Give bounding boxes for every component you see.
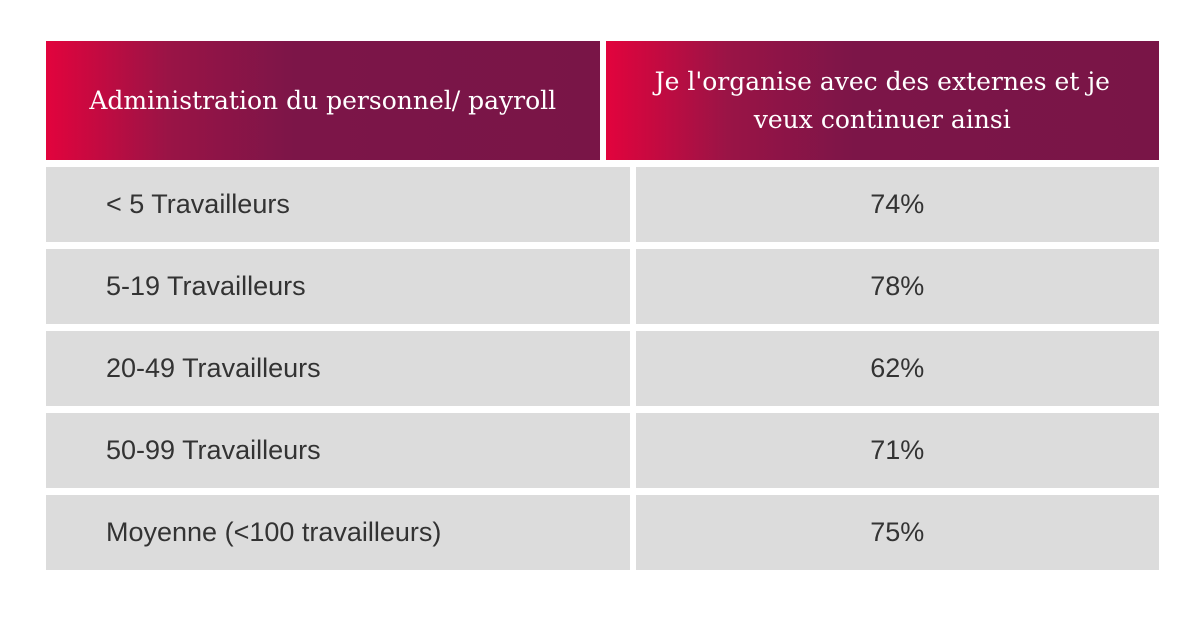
results-table: Administration du personnel/ payroll Je … (46, 41, 1159, 577)
table-row: Moyenne (<100 travailleurs) 75% (46, 495, 1159, 570)
row-label: < 5 Travailleurs (46, 167, 630, 242)
row-label: 5-19 Travailleurs (46, 249, 630, 324)
row-value: 71% (635, 413, 1159, 488)
row-value: 74% (635, 167, 1159, 242)
row-label: 50-99 Travailleurs (46, 413, 630, 488)
table-row: 50-99 Travailleurs 71% (46, 413, 1159, 488)
table-row: 5-19 Travailleurs 78% (46, 249, 1159, 324)
table-row: 20-49 Travailleurs 62% (46, 331, 1159, 406)
table-header: Administration du personnel/ payroll Je … (46, 41, 1159, 160)
header-value: Je l'organise avec des externes et je ve… (605, 41, 1159, 160)
header-category: Administration du personnel/ payroll (46, 41, 600, 160)
row-value: 62% (635, 331, 1159, 406)
table-row: < 5 Travailleurs 74% (46, 167, 1159, 242)
row-value: 78% (635, 249, 1159, 324)
row-value: 75% (635, 495, 1159, 570)
row-label: Moyenne (<100 travailleurs) (46, 495, 630, 570)
row-label: 20-49 Travailleurs (46, 331, 630, 406)
